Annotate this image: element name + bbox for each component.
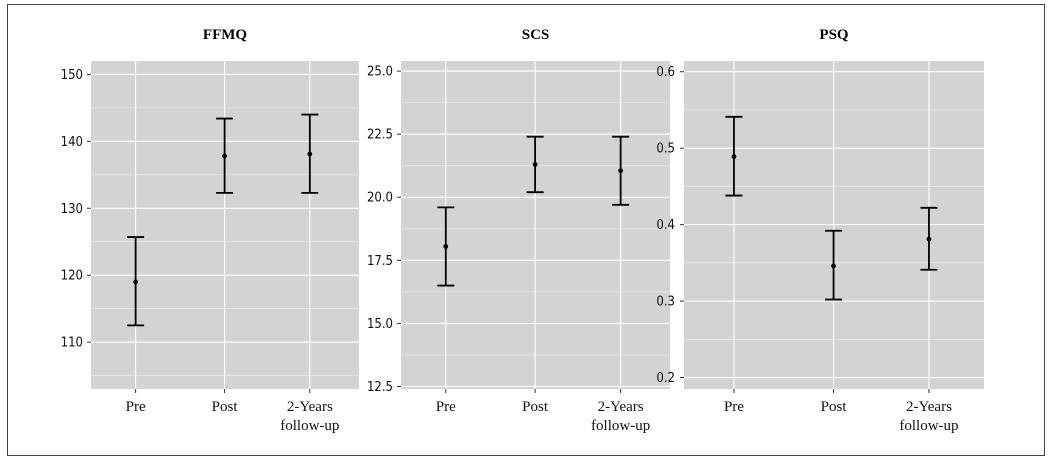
panel-title: SCS bbox=[522, 27, 550, 43]
mean-point bbox=[307, 151, 313, 157]
panel-scs: SCS 12.5 15.0 17.5 20.0 22.5 25.0 Pre Post 2-Year… bbox=[367, 27, 670, 434]
x-tick-label: 2-Years follow-up bbox=[899, 399, 958, 434]
y-tick-label: 0.4 bbox=[656, 218, 675, 233]
y-tick-label: 20.0 bbox=[367, 191, 393, 206]
panel-psq: PSQ 0.2 0.3 0.4 0.5 0.6 Pre Post 2-Years follow-u… bbox=[656, 27, 984, 434]
x-tick-label: Post bbox=[522, 399, 549, 415]
mean-point bbox=[532, 162, 538, 167]
x-tick-label: Post bbox=[821, 399, 848, 415]
x-tick-label-line: Post bbox=[212, 399, 239, 415]
x-tick-label-line: Post bbox=[821, 399, 848, 415]
x-tick-label-line: Post bbox=[522, 399, 549, 415]
y-tick-label: 150 bbox=[61, 68, 83, 83]
mean-point bbox=[926, 236, 932, 242]
panel-title: PSQ bbox=[819, 27, 849, 43]
x-tick-label-line: follow-up bbox=[280, 418, 339, 434]
chart-area: FFMQ 110 120 130 140 150 Pre Post 2-Years follow-… bbox=[61, 27, 984, 434]
x-tick-label-line: follow-up bbox=[591, 418, 650, 434]
y-tick-label: 130 bbox=[61, 202, 83, 217]
x-tick-label: 2-Years follow-up bbox=[280, 399, 339, 434]
mean-point bbox=[222, 153, 227, 159]
y-tick-label: 15.0 bbox=[367, 317, 393, 332]
x-tick-label-line: 2-Years bbox=[906, 399, 952, 415]
y-tick-label: 0.2 bbox=[656, 371, 675, 386]
x-tick-label-line: 2-Years bbox=[598, 399, 644, 415]
x-tick-label-line: follow-up bbox=[899, 418, 958, 434]
mean-point bbox=[618, 168, 624, 174]
mean-point bbox=[443, 244, 449, 249]
mean-point bbox=[133, 279, 139, 285]
mean-point bbox=[831, 263, 836, 269]
y-tick-label: 0.6 bbox=[656, 65, 675, 80]
y-tick-label: 22.5 bbox=[367, 128, 393, 143]
y-tick-label: 140 bbox=[61, 135, 83, 150]
x-tick-label-line: Pre bbox=[436, 399, 456, 415]
x-tick-label: Pre bbox=[436, 399, 456, 415]
mean-point bbox=[731, 154, 737, 159]
x-tick-label-line: Pre bbox=[126, 399, 146, 415]
y-tick-label: 0.5 bbox=[656, 142, 675, 157]
x-tick-label: Post bbox=[212, 399, 239, 415]
y-tick-label: 110 bbox=[61, 336, 83, 351]
x-tick-label: Pre bbox=[126, 399, 146, 415]
x-tick-label-line: 2-Years bbox=[287, 399, 333, 415]
x-tick-label-line: Pre bbox=[724, 399, 744, 415]
y-tick-label: 0.3 bbox=[656, 295, 675, 310]
y-tick-label: 12.5 bbox=[367, 380, 393, 395]
y-tick-label: 17.5 bbox=[367, 254, 393, 269]
panel-ffmq: FFMQ 110 120 130 140 150 Pre Post 2-Years follow-… bbox=[61, 27, 359, 434]
figure-frame: FFMQ 110 120 130 140 150 Pre Post 2-Years follow-… bbox=[7, 4, 1045, 456]
x-tick-label: Pre bbox=[724, 399, 744, 415]
y-tick-label: 120 bbox=[61, 269, 83, 284]
panel-title: FFMQ bbox=[203, 27, 247, 43]
x-tick-label: 2-Years follow-up bbox=[591, 399, 650, 434]
y-tick-label: 25.0 bbox=[367, 65, 393, 80]
